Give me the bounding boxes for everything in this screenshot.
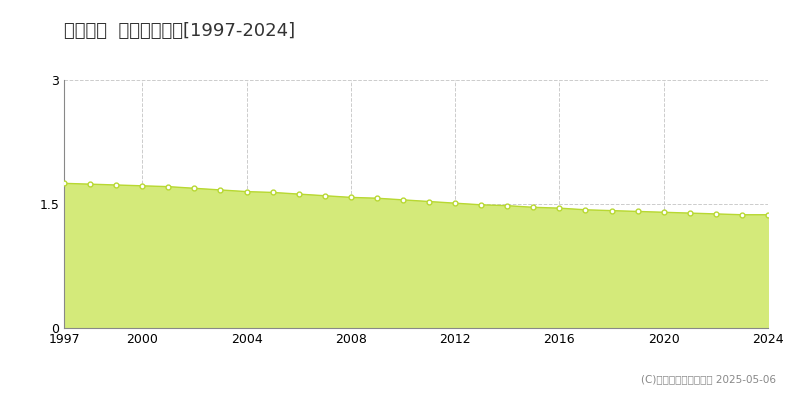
- Text: 東成瀬村  基準地価推移[1997-2024]: 東成瀬村 基準地価推移[1997-2024]: [64, 22, 295, 40]
- Text: (C)土地価格ドットコム 2025-05-06: (C)土地価格ドットコム 2025-05-06: [641, 374, 776, 384]
